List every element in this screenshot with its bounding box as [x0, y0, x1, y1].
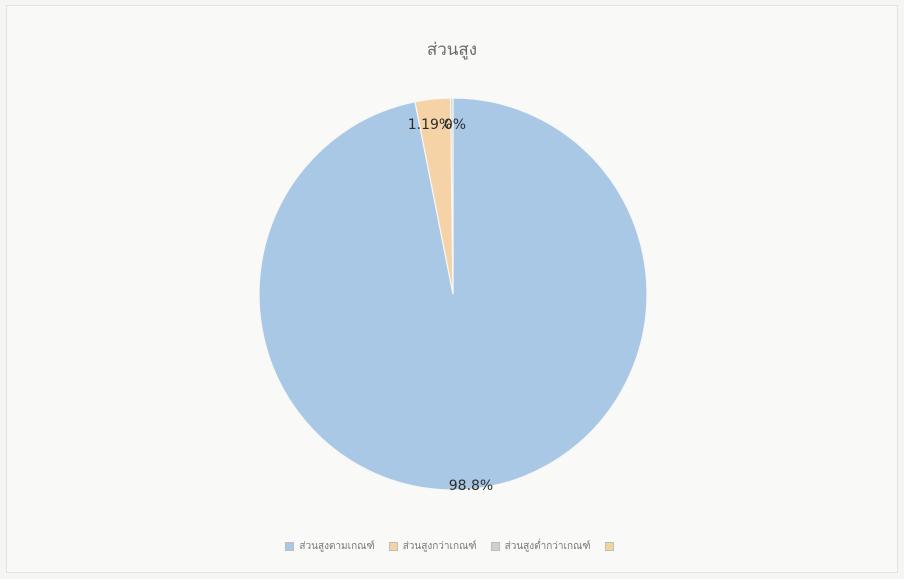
legend-label-3: ส่วนสูงต่ำกว่าเกณฑ์ [504, 541, 591, 552]
data-label-2: 1.19% [408, 117, 452, 133]
legend-label-2: ส่วนสูงกว่าเกณฑ์ [402, 541, 477, 552]
legend-swatch-1 [285, 542, 295, 551]
chart-title: ส่วนสูง [426, 40, 478, 60]
legend-swatch-4 [604, 542, 614, 551]
legend-entry-1: ส่วนสูงตามเกณฑ์ [285, 539, 375, 554]
legend-label-1: ส่วนสูงตามเกณฑ์ [299, 541, 375, 552]
pie-slice-3 [450, 97, 454, 295]
legend-entry-3: ส่วนสูงต่ำกว่าเกณฑ์ [490, 539, 591, 554]
legend-entry-2: ส่วนสูงกว่าเกณฑ์ [388, 539, 477, 554]
data-label-1: 98.8% [449, 478, 493, 494]
legend: ส่วนสูงตามเกณฑ์ ส่วนสูงกว่าเกณฑ์ ส่วนสูงต่… [0, 539, 904, 554]
legend-swatch-2 [388, 542, 398, 551]
data-label-3: 0% [444, 117, 466, 133]
legend-entry-4 [604, 539, 619, 554]
legend-swatch-3 [490, 542, 500, 551]
